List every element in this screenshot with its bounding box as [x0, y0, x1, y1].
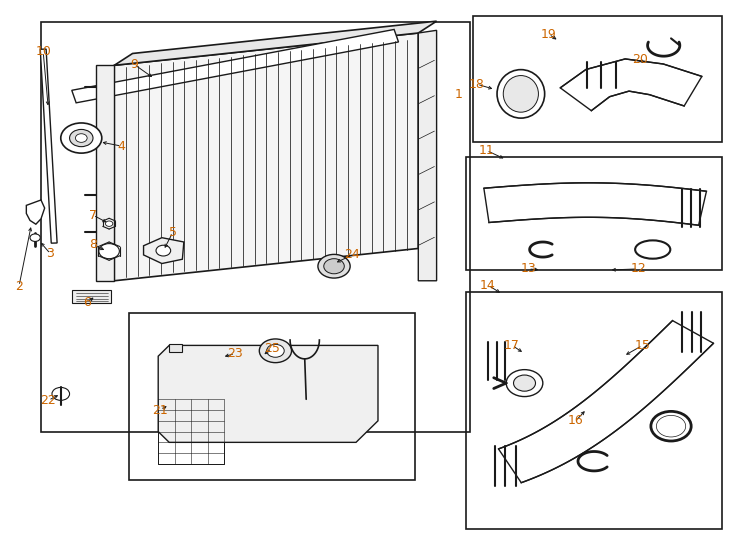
Text: 1: 1 [454, 89, 462, 102]
Polygon shape [418, 30, 437, 281]
Polygon shape [115, 21, 437, 65]
Circle shape [106, 221, 113, 226]
Text: 22: 22 [40, 394, 57, 407]
Polygon shape [115, 33, 418, 281]
Text: 7: 7 [89, 208, 97, 221]
Text: 24: 24 [344, 248, 360, 261]
Circle shape [52, 387, 70, 400]
Ellipse shape [497, 70, 545, 118]
Polygon shape [159, 346, 378, 442]
Bar [170, 345, 182, 352]
Text: 17: 17 [504, 339, 520, 352]
Circle shape [506, 370, 543, 396]
Circle shape [70, 130, 93, 147]
Text: 4: 4 [117, 140, 126, 153]
Text: 12: 12 [631, 262, 646, 275]
Text: 20: 20 [632, 53, 648, 66]
Circle shape [156, 245, 171, 256]
Circle shape [266, 345, 284, 357]
Bar [159, 399, 224, 464]
Text: 11: 11 [479, 144, 494, 157]
Text: 3: 3 [46, 247, 54, 260]
Text: 13: 13 [520, 262, 536, 275]
Bar [466, 157, 722, 270]
Circle shape [76, 134, 87, 143]
Circle shape [514, 375, 536, 391]
Bar [466, 292, 722, 529]
Polygon shape [144, 238, 184, 264]
Bar [73, 291, 111, 303]
Text: 2: 2 [15, 280, 23, 293]
Text: 15: 15 [634, 339, 650, 352]
Polygon shape [560, 59, 702, 111]
Polygon shape [72, 30, 399, 103]
Text: 8: 8 [89, 238, 97, 251]
Text: 23: 23 [228, 347, 243, 360]
Polygon shape [26, 200, 45, 224]
Text: 5: 5 [169, 226, 177, 239]
Polygon shape [484, 183, 706, 225]
Bar [129, 313, 415, 480]
Text: 6: 6 [83, 296, 91, 309]
Bar [473, 16, 722, 143]
Polygon shape [40, 49, 57, 243]
Polygon shape [498, 321, 713, 483]
Text: 19: 19 [541, 28, 556, 40]
Bar [96, 65, 115, 281]
Ellipse shape [651, 411, 691, 441]
Text: 10: 10 [35, 45, 51, 58]
Ellipse shape [635, 240, 670, 259]
Circle shape [259, 339, 291, 363]
Text: 9: 9 [130, 58, 138, 71]
Ellipse shape [656, 415, 686, 437]
Text: 18: 18 [469, 78, 485, 91]
Circle shape [61, 123, 102, 153]
Bar [41, 22, 470, 431]
Circle shape [30, 234, 40, 241]
Circle shape [99, 244, 120, 259]
Ellipse shape [504, 76, 539, 112]
Text: 16: 16 [568, 414, 584, 427]
Circle shape [324, 259, 344, 274]
Text: 14: 14 [480, 279, 495, 292]
Text: 21: 21 [153, 403, 168, 416]
Text: 25: 25 [264, 342, 280, 355]
Circle shape [318, 254, 350, 278]
